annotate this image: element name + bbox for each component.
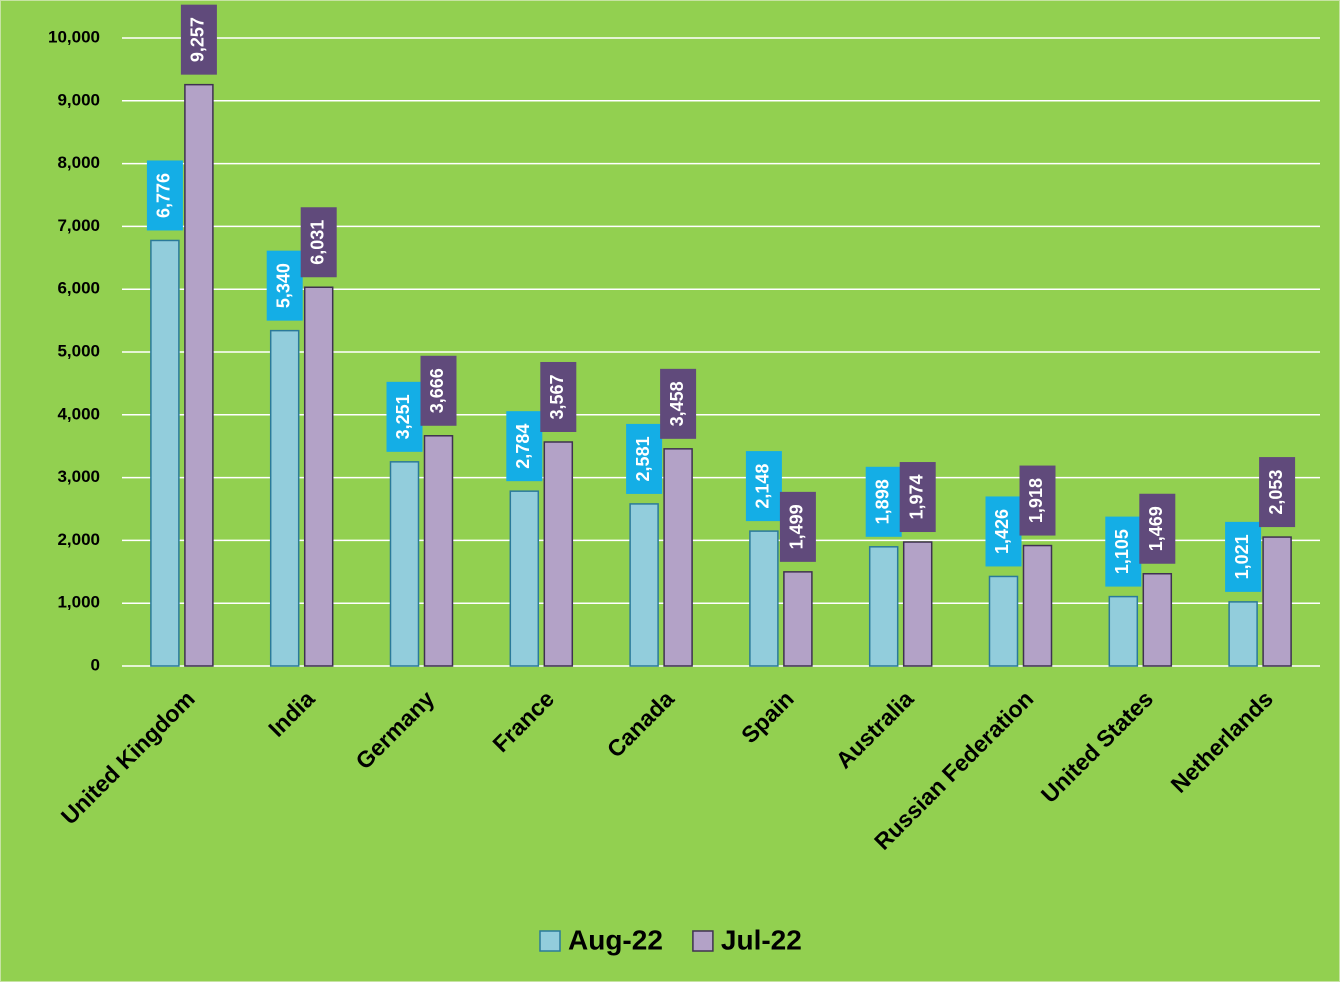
value-label: 1,499 [787, 504, 807, 549]
value-label-box [1105, 516, 1142, 587]
bar [1262, 536, 1292, 667]
bar [868, 546, 899, 667]
value-label-box [146, 160, 183, 231]
bar [663, 448, 693, 667]
bar [629, 503, 659, 667]
value-label-box [745, 451, 782, 522]
value-label: 3,567 [547, 374, 567, 419]
y-tick-label: 6,000 [57, 279, 100, 298]
bar [150, 239, 180, 667]
y-tick-label: 5,000 [57, 341, 100, 360]
bar [749, 530, 779, 667]
bar [988, 575, 1019, 667]
value-label-box [386, 381, 423, 452]
y-tick-label: 4,000 [57, 404, 100, 423]
value-label: 2,053 [1266, 470, 1286, 515]
value-label-box [300, 207, 337, 278]
value-label: 6,776 [154, 173, 174, 218]
y-tick-label: 0 [91, 655, 100, 674]
value-label-box [626, 423, 663, 494]
value-label-box [506, 411, 543, 482]
bar [1228, 601, 1258, 667]
y-tick-label: 1,000 [57, 593, 100, 612]
value-label-box [1225, 521, 1262, 592]
value-label: 1,974 [906, 475, 926, 520]
bar [389, 461, 420, 667]
value-label-box [420, 355, 457, 426]
value-label: 6,031 [307, 220, 327, 265]
value-label-box [1139, 493, 1176, 564]
bar [303, 286, 334, 667]
value-label: 1,021 [1232, 534, 1252, 579]
bar [1108, 595, 1139, 667]
legend-label: Aug-22 [568, 924, 663, 955]
bar [902, 541, 933, 667]
value-label: 3,666 [427, 368, 447, 413]
value-label-box [660, 368, 697, 439]
value-label: 2,784 [513, 424, 533, 469]
bar [509, 490, 540, 667]
value-label: 5,340 [273, 263, 293, 308]
y-tick-label: 7,000 [57, 216, 100, 235]
value-label-box [1019, 465, 1056, 536]
value-label: 9,257 [188, 17, 208, 62]
legend-label: Jul-22 [721, 924, 802, 955]
value-label: 3,458 [667, 381, 687, 426]
y-tick-label: 8,000 [57, 153, 100, 172]
bar [184, 83, 214, 667]
value-label-box [266, 250, 303, 321]
value-label-box [899, 462, 936, 533]
value-label: 1,105 [1112, 529, 1132, 574]
value-label-box [985, 496, 1022, 567]
y-tick-label: 2,000 [57, 530, 100, 549]
value-label-box [1259, 457, 1296, 528]
value-label-box [779, 491, 816, 562]
value-label-box [540, 361, 577, 432]
y-tick-label: 3,000 [57, 467, 100, 486]
bar [269, 329, 300, 667]
value-label: 1,918 [1026, 478, 1046, 523]
legend-swatch [692, 930, 714, 952]
value-label: 1,469 [1146, 506, 1166, 551]
bar [1022, 544, 1053, 667]
value-label: 1,898 [872, 479, 892, 524]
y-tick-label: 9,000 [57, 90, 100, 109]
bar [423, 435, 454, 667]
bar [783, 571, 813, 667]
y-tick-label: 10,000 [48, 27, 100, 46]
bar [543, 441, 574, 667]
value-label: 1,426 [992, 509, 1012, 554]
bar [1142, 572, 1173, 667]
value-label-box [180, 4, 217, 75]
value-label: 3,251 [393, 394, 413, 439]
value-label: 2,148 [753, 464, 773, 509]
value-label-box [865, 466, 902, 537]
legend-swatch [539, 930, 561, 952]
value-label: 2,581 [633, 436, 653, 481]
